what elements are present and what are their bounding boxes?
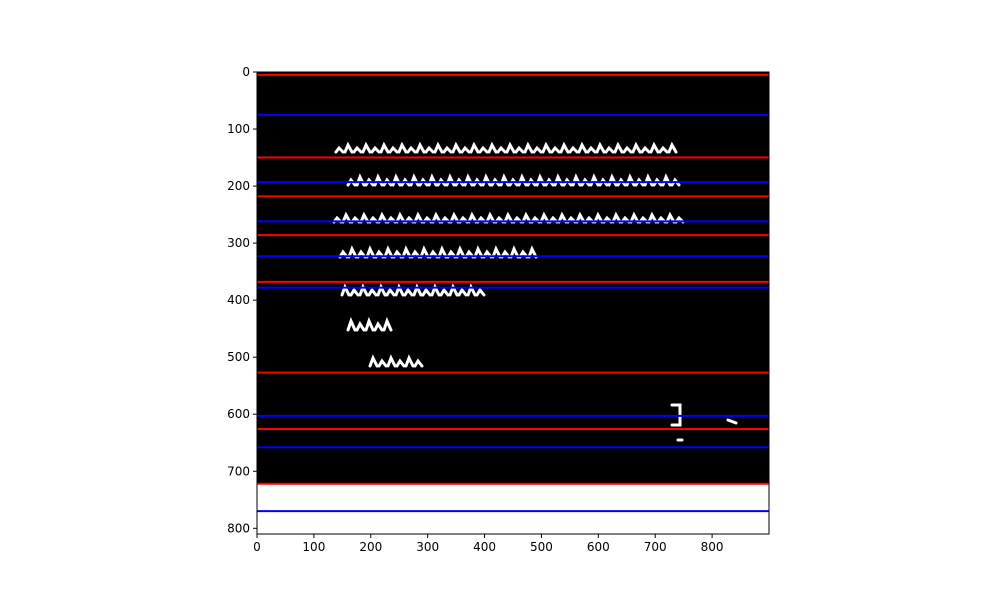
x-tick-label: 400 <box>473 540 496 554</box>
y-tick-label: 500 <box>227 350 250 364</box>
x-tick-label: 200 <box>359 540 382 554</box>
handwriting-line <box>346 173 681 187</box>
handwriting-line <box>338 245 538 259</box>
x-tick-label: 500 <box>530 540 553 554</box>
image-dark-region <box>257 72 769 484</box>
y-tick-label: 400 <box>227 293 250 307</box>
y-tick-label: 700 <box>227 464 250 478</box>
y-tick-label: 600 <box>227 407 250 421</box>
x-tick-label: 700 <box>644 540 667 554</box>
y-tick-label: 100 <box>227 122 250 136</box>
axes-border <box>256 71 770 535</box>
y-tick-label: 300 <box>227 236 250 250</box>
x-tick-label: 100 <box>302 540 325 554</box>
y-axis: 0 100 200 300 400 500 600 700 800 <box>227 65 257 535</box>
handwriting-line <box>368 354 424 368</box>
x-tick-label: 300 <box>416 540 439 554</box>
handwriting-line <box>332 211 685 224</box>
x-axis: 0 100 200 300 400 500 600 700 800 <box>253 534 724 554</box>
x-tick-label: 0 <box>253 540 261 554</box>
plot-area <box>257 72 769 534</box>
handwriting-line <box>334 141 678 154</box>
x-tick-label: 800 <box>701 540 724 554</box>
y-tick-label: 800 <box>227 521 250 535</box>
x-tick-label: 600 <box>587 540 610 554</box>
y-tick-label: 0 <box>242 65 250 79</box>
y-tick-label: 200 <box>227 179 250 193</box>
axes-frame <box>256 71 770 535</box>
handwriting-line <box>346 316 393 332</box>
